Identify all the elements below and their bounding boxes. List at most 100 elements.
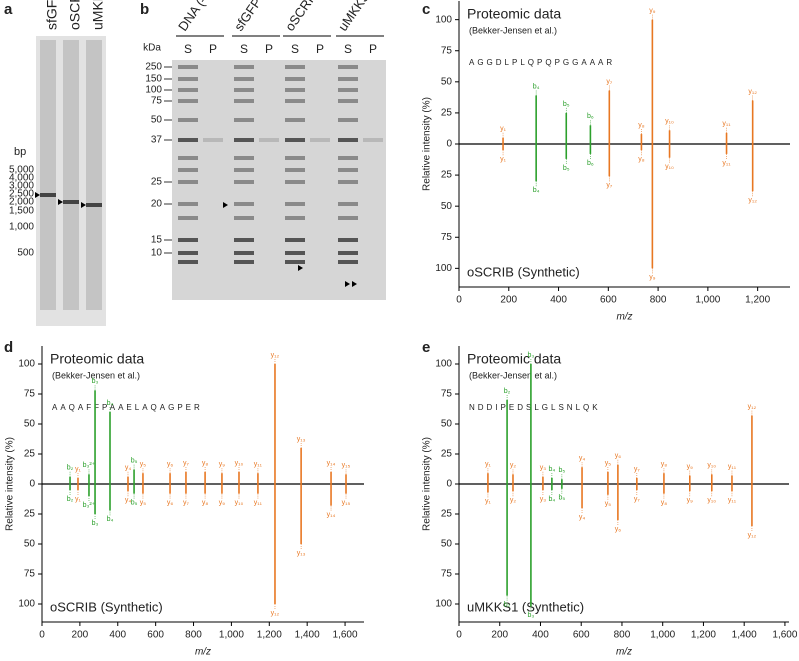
peak-label: y₁₄ [327,460,336,467]
band [234,99,254,103]
x-tick-label: 1,000 [650,630,675,641]
y-axis-label: Relative intensity (%) [422,97,433,191]
peak-label: y₁₃ [297,436,306,443]
band [178,260,198,264]
band [234,251,254,255]
chart-subtitle: (Bekker-Jensen et al.) [469,25,557,35]
peak-label: b₃ [92,378,99,385]
band [338,168,358,172]
y-tick-label: 50 [441,201,453,212]
marker-label: 37 [151,135,163,146]
peak-label: y₈ [638,122,645,129]
x-tick-label: 1,600 [333,630,358,641]
y-tick-label: 75 [24,569,36,580]
fraction-label: P [209,42,217,56]
peak-label: y₉ [219,461,226,468]
marker-label: 1,500 [9,206,34,217]
marker-label: 25 [151,177,163,188]
peak-label: y₁₀ [707,462,716,469]
x-tick-label: 0 [39,630,45,641]
peak-label: y₆ [167,499,174,506]
band [178,65,198,69]
peak-label: y₁₀ [235,460,244,467]
band [178,77,198,81]
arrowhead [345,281,350,287]
peak-label: y₁₂ [748,88,757,95]
marker-label: 2,500 [9,189,34,200]
peak-label: y₉ [687,463,694,470]
peak-label: y₁₄ [327,511,336,518]
peak-label: y₁ [500,156,507,163]
band [86,203,102,207]
y-tick-label: 100 [435,14,452,25]
x-tick-label: 1,200 [691,630,716,641]
y-tick-label: 25 [24,509,36,520]
peak-label: b₂ [67,465,74,472]
y-tick-label: 75 [441,45,453,56]
marker-label: 4,000 [9,173,34,184]
y-tick-label: 50 [441,419,453,430]
peak-label: y₁₂ [271,610,280,617]
peak-label: b₅ [563,165,570,172]
caption: oSCRIB (Synthetic) [50,599,163,614]
peak-label: y₂ [510,497,517,504]
peak-label: y₁₀ [707,497,716,504]
x-tick-label: 0 [456,630,462,641]
peak-label: y₆ [615,526,622,533]
peak-label: y₇ [183,460,190,467]
band [338,65,358,69]
fraction-label: S [184,42,192,56]
peak-label: y₁ [75,466,82,473]
peak-label: y₁₁ [254,499,263,506]
x-tick-label: 1,200 [745,295,770,306]
band [285,65,305,69]
band [285,99,305,103]
marker-label: 5,000 [9,165,34,176]
x-tick-label: 400 [550,295,567,306]
peak-label: y₃ [540,465,547,472]
arrowhead [223,202,228,208]
y-tick-label: 75 [441,389,453,400]
band [234,238,254,242]
peak-label: y₇ [606,182,613,189]
x-tick-label: 800 [614,630,631,641]
band [285,251,305,255]
peak-label: b₄ [533,187,540,194]
peak-label: y₄ [579,455,586,462]
y-tick-label: 25 [24,449,36,460]
peak-label: y₁₁ [722,160,731,167]
peak-label: y₁₁ [722,121,731,128]
peak-label: b₃²⁺ [83,462,96,469]
peak-label: b₅ [563,101,570,108]
peak-label: y₁₁ [254,461,263,468]
x-axis-label: m/z [195,647,211,658]
chart-subtitle: (Bekker-Jensen et al.) [52,370,140,380]
band [234,138,254,142]
panel-letter: a [4,1,13,18]
caption: uMKKS1 (Synthetic) [467,599,584,614]
peak-label: y₂ [510,462,517,469]
x-tick-label: 200 [500,295,517,306]
y-tick-label: 75 [441,232,453,243]
peak-label: y₁₃ [297,550,306,557]
peak-label: y₁₅ [342,462,351,469]
lane-label: oSCRIB [282,0,321,34]
band [234,260,254,264]
band [285,77,305,81]
peak-label: y₁ [75,496,82,503]
fraction-label: P [369,42,377,56]
band [285,260,305,264]
fraction-label: P [316,42,324,56]
band [285,216,305,220]
marker-label: 2,000 [9,197,34,208]
y-tick-label: 25 [441,449,453,460]
band [178,99,198,103]
band [338,156,358,160]
band [338,251,358,255]
band [178,216,198,220]
y-axis-label: Relative intensity (%) [5,437,16,531]
y-tick-label: 100 [18,599,35,610]
x-tick-label: 1,000 [219,630,244,641]
peak-label: y₆ [615,453,622,460]
